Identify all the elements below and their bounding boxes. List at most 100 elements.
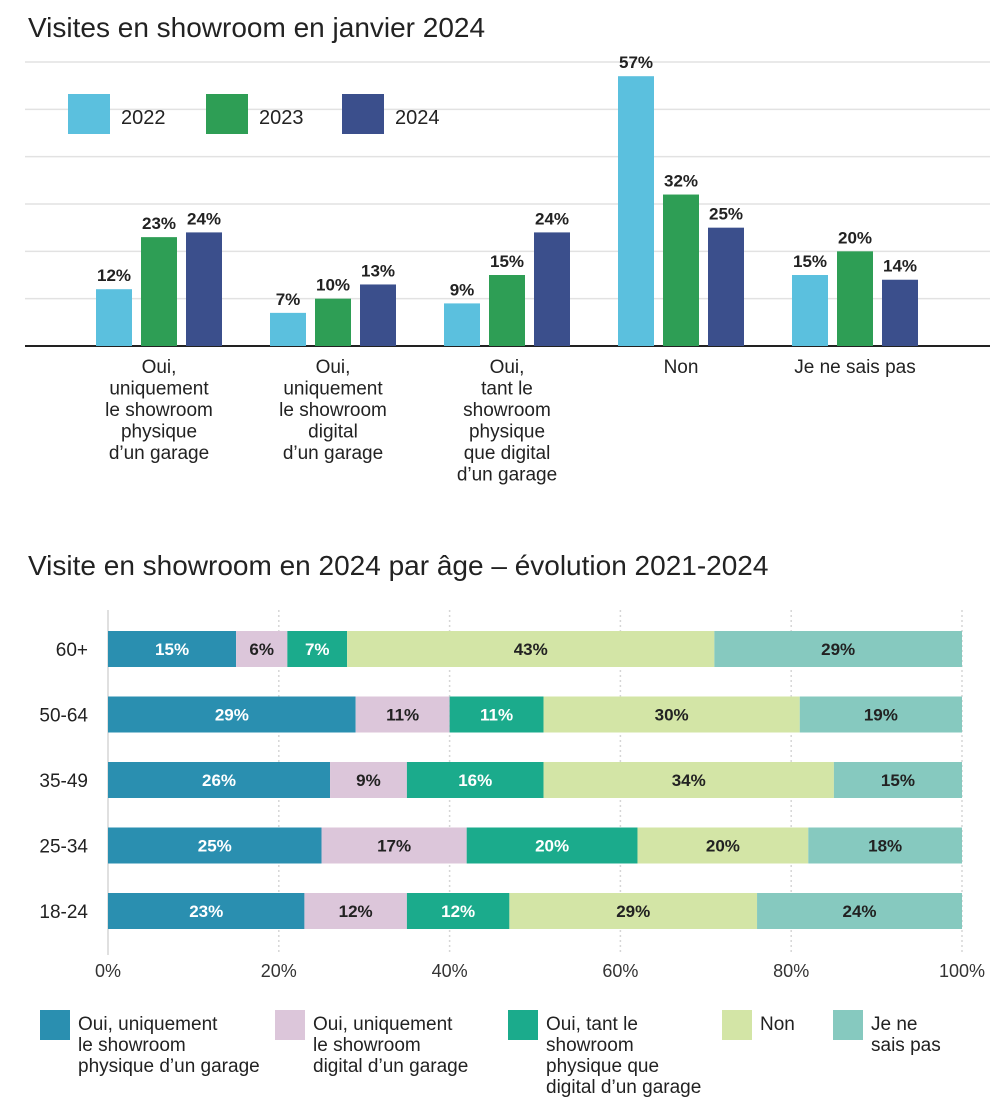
legend-label: Je ne <box>871 1014 917 1035</box>
segment-60+ <box>287 631 348 667</box>
legend-swatch <box>40 1010 70 1040</box>
legend-swatch <box>722 1010 752 1040</box>
segment-label: 43% <box>514 640 548 659</box>
segment-label: 23% <box>189 902 223 921</box>
data-label: 24% <box>187 209 221 228</box>
segment-18-24 <box>108 893 305 929</box>
age-label: 35-49 <box>39 771 88 792</box>
data-label: 14% <box>883 257 917 276</box>
segment-label: 25% <box>198 837 232 856</box>
bar-2022-2 <box>444 303 480 346</box>
bar-2022-1 <box>270 312 306 346</box>
segment-18-24 <box>304 893 407 929</box>
segment-label: 34% <box>672 771 706 790</box>
legend-label: Oui, uniquement <box>313 1014 453 1035</box>
bar-2024-0 <box>186 232 222 346</box>
data-label: 13% <box>361 261 395 280</box>
segment-60+ <box>347 631 715 667</box>
category-label: d’un garage <box>109 443 209 464</box>
bar-2023-3 <box>663 194 699 346</box>
bar-2022-0 <box>96 289 132 346</box>
data-label: 10% <box>316 276 350 295</box>
segment-label: 12% <box>339 902 373 921</box>
segment-label: 12% <box>441 902 475 921</box>
bar-2023-4 <box>837 251 873 346</box>
category-label: physique <box>121 422 197 443</box>
legend-swatch-2022 <box>68 94 110 134</box>
x-tick-label: 40% <box>432 961 468 981</box>
segment-label: 6% <box>249 640 274 659</box>
data-label: 25% <box>709 205 743 224</box>
segment-label: 7% <box>305 640 330 659</box>
legend-label: physique d’un garage <box>78 1056 260 1077</box>
legend-label: le showroom <box>78 1035 186 1056</box>
bar-2024-1 <box>360 284 396 346</box>
segment-label: 24% <box>843 902 877 921</box>
chart1-plot: 12% 7% 9% 57% 15% 23% 10% 15% 32% 20% 24% 13% 24% 25%… <box>25 53 990 486</box>
segment-35-49 <box>833 762 962 798</box>
data-label: 15% <box>490 252 524 271</box>
data-label: 12% <box>97 266 131 285</box>
data-label: 24% <box>535 209 569 228</box>
chart2-title: Visite en showroom en 2024 par âge – évo… <box>28 550 769 581</box>
segment-25-34 <box>808 827 962 864</box>
age-label: 50-64 <box>39 706 88 727</box>
segment-25-34 <box>321 827 467 864</box>
legend-swatch <box>508 1010 538 1040</box>
data-label: 57% <box>619 53 653 72</box>
segment-label: 11% <box>480 706 513 725</box>
legend-label: le showroom <box>313 1035 421 1056</box>
legend-label: showroom <box>546 1035 634 1056</box>
category-label: physique <box>469 422 545 443</box>
legend-label: 2023 <box>259 107 304 129</box>
category-label: uniquement <box>109 379 209 400</box>
segment-60+ <box>714 631 962 667</box>
bar-2024-4 <box>882 279 918 346</box>
data-label: 15% <box>793 252 827 271</box>
category-label: d’un garage <box>457 465 557 486</box>
category-label: Je ne sais pas <box>794 357 915 378</box>
segment-18-24 <box>757 893 962 929</box>
x-tick-label: 0% <box>95 961 121 981</box>
segment-label: 18% <box>868 837 902 856</box>
segment-label: 29% <box>616 902 650 921</box>
category-label: le showroom <box>279 400 387 421</box>
legend-label: digital d’un garage <box>313 1056 468 1077</box>
segment-label: 19% <box>864 706 898 725</box>
legend-label: Oui, tant le <box>546 1014 638 1035</box>
legend-label: sais pas <box>871 1035 941 1056</box>
category-label: tant le <box>481 379 533 400</box>
legend-swatch <box>275 1010 305 1040</box>
legend-label: physique que <box>546 1056 659 1077</box>
legend-label: digital d’un garage <box>546 1077 701 1098</box>
x-tick-label: 20% <box>261 961 297 981</box>
segment-35-49 <box>330 762 407 798</box>
category-label: digital <box>308 422 358 443</box>
segment-50-64 <box>543 696 800 733</box>
segment-25-34 <box>108 827 322 864</box>
category-label: uniquement <box>283 379 383 400</box>
segment-18-24 <box>406 893 510 929</box>
legend-swatch <box>833 1010 863 1040</box>
segment-label: 9% <box>356 771 381 790</box>
legend-label: 2022 <box>121 107 166 129</box>
category-label: le showroom <box>105 400 213 421</box>
segment-35-49 <box>108 762 331 798</box>
age-label: 18-24 <box>39 902 88 923</box>
age-label: 60+ <box>56 640 88 661</box>
segment-label: 11% <box>386 706 419 725</box>
data-label: 32% <box>664 172 698 191</box>
bar-2023-2 <box>489 275 525 346</box>
segment-50-64 <box>355 696 450 733</box>
segment-label: 30% <box>655 706 689 725</box>
segment-50-64 <box>108 696 356 733</box>
bar-2023-1 <box>315 298 351 346</box>
category-label: Oui, <box>316 357 351 378</box>
bar-2024-2 <box>534 232 570 346</box>
x-tick-label: 100% <box>939 961 985 981</box>
segment-label: 29% <box>215 706 249 725</box>
segment-50-64 <box>799 696 962 733</box>
segment-25-34 <box>637 827 809 864</box>
segment-label: 17% <box>377 837 411 856</box>
segment-18-24 <box>509 893 758 929</box>
